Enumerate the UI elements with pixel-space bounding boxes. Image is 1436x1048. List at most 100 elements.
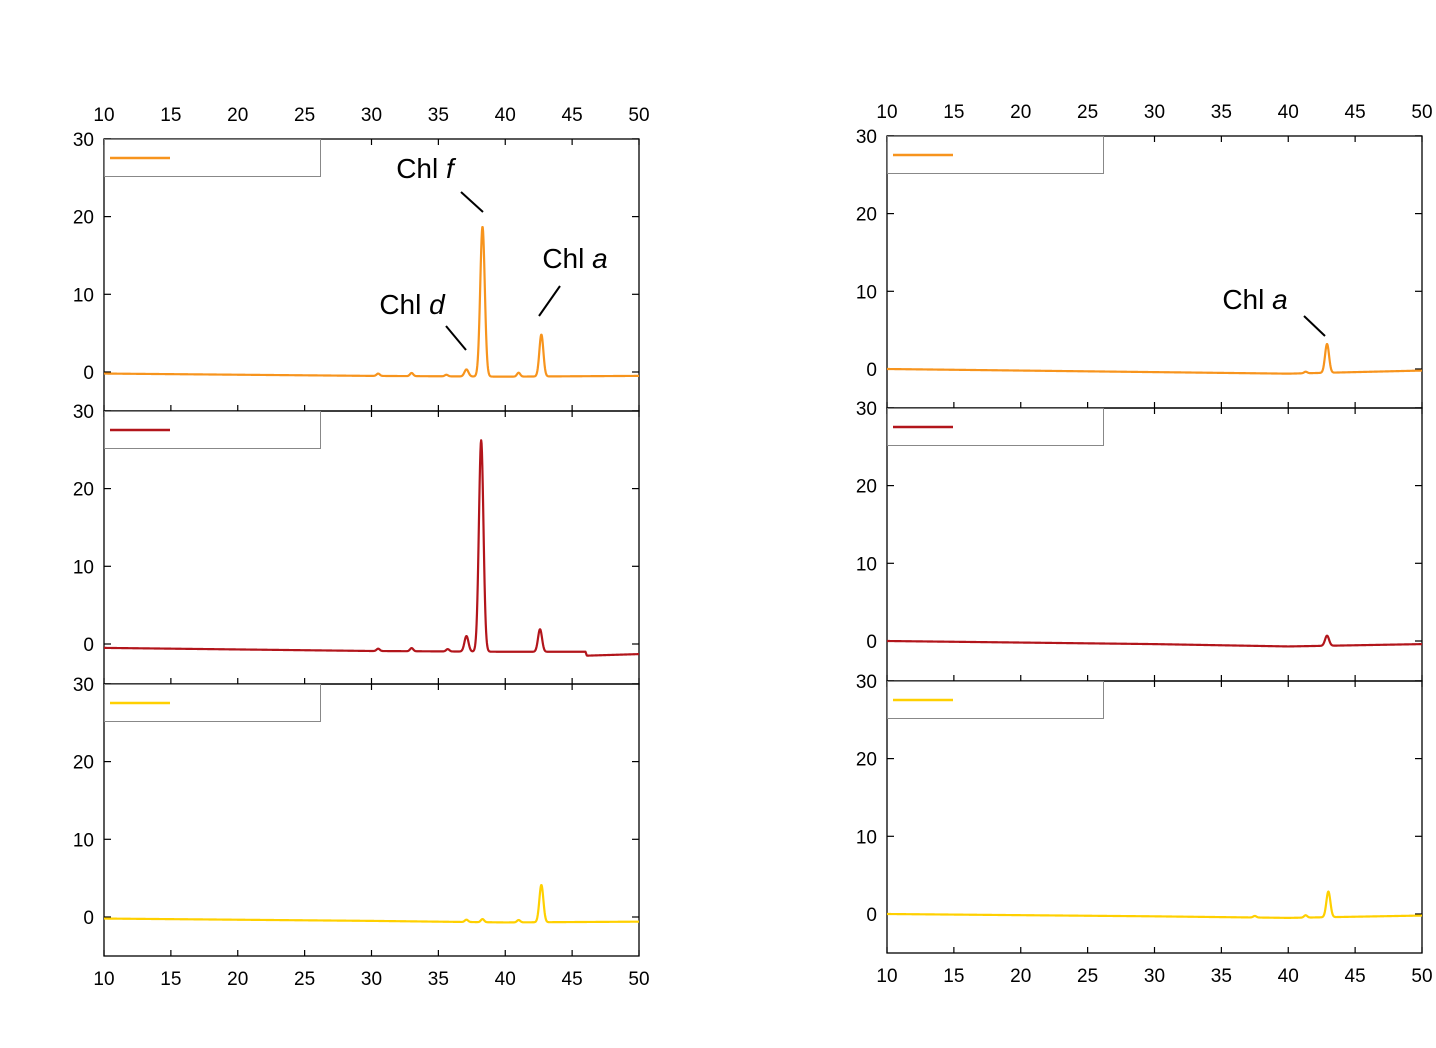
x-tick-label-top: 45 [562, 105, 583, 126]
x-tick-label-top: 30 [361, 105, 382, 126]
subplot-frame [886, 135, 1423, 409]
annotation-text: Chl [1222, 284, 1272, 315]
x-tick-label-bottom: 45 [562, 969, 583, 990]
x-tick-label-bottom: 30 [1144, 966, 1165, 987]
subplot-frame [886, 680, 1423, 954]
subplot-frame [103, 138, 640, 412]
subplot-frame [103, 410, 640, 685]
annotation-text: Chl [379, 289, 429, 320]
annotation-text: Chl [542, 243, 592, 274]
x-tick-label-bottom: 45 [1345, 966, 1366, 987]
x-tick-label-top: 30 [1144, 102, 1165, 123]
legend [104, 139, 321, 177]
series-line [886, 634, 1423, 648]
y-tick-label: 10 [856, 554, 877, 575]
y-tick-label: 20 [73, 208, 94, 229]
x-tick-label-top: 15 [160, 105, 181, 126]
y-tick-label: 30 [73, 130, 94, 151]
x-tick-label-bottom: 15 [160, 969, 181, 990]
x-tick-label-top: 15 [943, 102, 964, 123]
subplot-3: 0 10 20 30 [73, 675, 640, 957]
annotation-italic: f [446, 153, 457, 184]
legend [104, 411, 321, 449]
peak-annotation-label: Chl a [1222, 284, 1287, 315]
y-tick-label: 20 [73, 480, 94, 501]
x-tick-label-bottom: 40 [495, 969, 516, 990]
annotation-leader-line [460, 191, 484, 213]
y-tick-label: 30 [73, 402, 94, 423]
y-tick-label: 20 [856, 205, 877, 226]
x-tick-label-bottom: 35 [1211, 966, 1232, 987]
y-tick-label: 20 [856, 750, 877, 771]
x-tick-label-bottom: 15 [943, 966, 964, 987]
annotation-italic: a [1272, 284, 1288, 315]
x-tick-label-bottom: 25 [294, 969, 315, 990]
x-tick-label-bottom: 20 [227, 969, 248, 990]
x-tick-label-bottom: 30 [361, 969, 382, 990]
y-tick-label: 30 [856, 672, 877, 693]
series-line [103, 226, 640, 378]
subplot-3: 0 10 20 30 [856, 672, 1423, 954]
y-tick-label: 10 [73, 557, 94, 578]
annotation-leader-line [445, 325, 467, 351]
x-tick-label-top: 50 [1411, 102, 1432, 123]
peak-annotation-label: Chl d [379, 289, 446, 320]
annotation-leader-line [538, 285, 561, 317]
subplot-2: 0 10 20 30 [856, 399, 1423, 682]
x-tick-label-top: 25 [294, 105, 315, 126]
x-tick-label-top: 10 [876, 102, 897, 123]
x-tick-label-bottom: 40 [1278, 966, 1299, 987]
series-line [103, 884, 640, 924]
y-tick-label: 0 [866, 905, 877, 926]
series-line [103, 439, 640, 657]
y-tick-label: 30 [856, 399, 877, 420]
y-tick-label: 10 [856, 827, 877, 848]
subplot-2: 0 10 20 30 [73, 402, 640, 685]
legend [887, 136, 1104, 174]
x-tick-label-top: 25 [1077, 102, 1098, 123]
subplot-frame [103, 683, 640, 957]
x-tick-label-top: 10 [93, 105, 114, 126]
chart-panel-b: 10 15 20 25 30 35 40 45 50 10 15 20 25 30 35 40 45 50 0 10 2… [856, 102, 1433, 987]
y-tick-label: 30 [856, 127, 877, 148]
chart-panel-a: 10 15 20 25 30 35 40 45 50 10 15 20 25 30 35 40 45 50 0 10 2… [73, 105, 650, 990]
annotation-leader-line [1303, 315, 1326, 337]
y-tick-label: 10 [73, 830, 94, 851]
x-tick-label-top: 35 [1211, 102, 1232, 123]
y-tick-label: 0 [83, 363, 94, 384]
x-tick-label-bottom: 50 [1411, 966, 1432, 987]
peak-annotation-label: Chl f [396, 153, 457, 184]
x-tick-label-top: 20 [227, 105, 248, 126]
annotation-italic: d [429, 289, 446, 320]
subplot-1: 0 10 20 30 Chl a [856, 127, 1423, 409]
legend [887, 408, 1104, 446]
series-line [886, 890, 1423, 919]
peak-annotation-label: Chl a [542, 243, 607, 274]
annotation-italic: a [592, 243, 608, 274]
x-tick-label-bottom: 20 [1010, 966, 1031, 987]
y-tick-label: 0 [866, 632, 877, 653]
x-tick-label-top: 40 [495, 105, 516, 126]
annotation-text: Chl [396, 153, 446, 184]
legend [104, 684, 321, 722]
x-tick-label-top: 35 [428, 105, 449, 126]
x-tick-label-bottom: 35 [428, 969, 449, 990]
y-tick-label: 10 [73, 285, 94, 306]
x-tick-label-top: 40 [1278, 102, 1299, 123]
x-tick-label-bottom: 10 [93, 969, 114, 990]
x-tick-label-top: 50 [628, 105, 649, 126]
y-tick-label: 20 [856, 477, 877, 498]
y-tick-label: 0 [83, 908, 94, 929]
x-tick-label-bottom: 10 [876, 966, 897, 987]
series-line [886, 343, 1423, 375]
y-tick-label: 30 [73, 675, 94, 696]
x-tick-label-bottom: 50 [628, 969, 649, 990]
y-tick-label: 0 [866, 360, 877, 381]
x-tick-label-top: 45 [1345, 102, 1366, 123]
y-tick-label: 10 [856, 282, 877, 303]
x-tick-label-bottom: 25 [1077, 966, 1098, 987]
x-tick-label-top: 20 [1010, 102, 1031, 123]
y-tick-label: 0 [83, 635, 94, 656]
y-tick-label: 20 [73, 753, 94, 774]
